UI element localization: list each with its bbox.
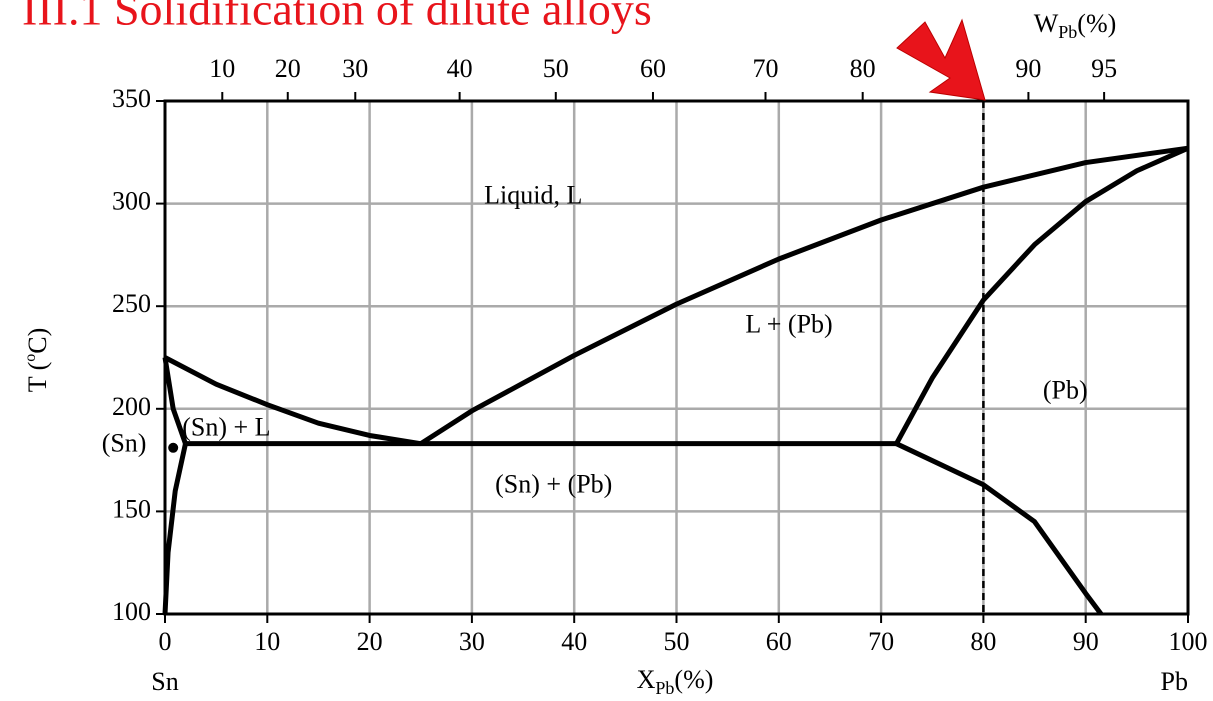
region-label: Liquid, L bbox=[484, 180, 582, 209]
x-tick-label: 50 bbox=[664, 627, 690, 656]
y-tick-label: 300 bbox=[112, 187, 151, 216]
y-tick-label: 250 bbox=[112, 289, 151, 318]
x-tick-label: 100 bbox=[1169, 627, 1208, 656]
region-label: (Sn) + L bbox=[182, 412, 270, 441]
x-tick-label: 90 bbox=[1073, 627, 1099, 656]
chart-title: III.1 Solidification of dilute alloys bbox=[22, 0, 652, 35]
x-tick-label: 70 bbox=[868, 627, 894, 656]
point bbox=[168, 442, 179, 453]
y-tick-label: 200 bbox=[112, 392, 151, 421]
x2-tick-label: 90 bbox=[1015, 54, 1041, 83]
x-end-label: Sn bbox=[151, 667, 178, 696]
y-label-post: C) bbox=[23, 328, 52, 354]
x2-tick-label: 10 bbox=[209, 54, 235, 83]
x-tick-label: 40 bbox=[561, 627, 587, 656]
x-tick-label: 0 bbox=[159, 627, 172, 656]
y-tick-label: 350 bbox=[112, 84, 151, 113]
region-label: (Sn) bbox=[102, 429, 147, 458]
x2-tick-label: 40 bbox=[447, 54, 473, 83]
y-tick-label: 150 bbox=[112, 494, 151, 523]
phase-boundary bbox=[162, 357, 188, 445]
x2-tick-label: 80 bbox=[850, 54, 876, 83]
x-label-main: X bbox=[637, 665, 656, 694]
x-label-unit: (%) bbox=[674, 665, 713, 694]
x-end-label: Pb bbox=[1161, 667, 1188, 696]
x-tick-label: 20 bbox=[357, 627, 383, 656]
x2-tick-label: 95 bbox=[1091, 54, 1117, 83]
y-tick-label: 100 bbox=[112, 597, 151, 626]
x2-tick-label: 70 bbox=[753, 54, 779, 83]
y-label: T (oC) bbox=[22, 328, 52, 393]
region-label: L + (Pb) bbox=[745, 310, 832, 339]
x2-tick-label: 60 bbox=[640, 54, 666, 83]
x2-label-sub: Pb bbox=[1058, 22, 1077, 42]
x2-label: WPb(%) bbox=[1034, 9, 1117, 42]
x2-label-main: W bbox=[1034, 9, 1059, 38]
region-label: (Pb) bbox=[1043, 375, 1088, 404]
phase-boundary bbox=[162, 443, 188, 615]
phase-boundary bbox=[163, 355, 422, 447]
y-label-sup: o bbox=[22, 354, 39, 362]
x-label-sub: Pb bbox=[655, 678, 674, 698]
phase-boundary bbox=[419, 145, 1189, 446]
pointer-arrow bbox=[896, 18, 986, 101]
x-tick-label: 60 bbox=[766, 627, 792, 656]
x2-label-unit: (%) bbox=[1077, 9, 1116, 38]
plot-area: 0 10 20 30 40 50 60 70 80 90 100 100 150 200 250 300 350… bbox=[102, 54, 1208, 696]
x-tick-label: 30 bbox=[459, 627, 485, 656]
region-label: (Sn) + (Pb) bbox=[495, 470, 612, 499]
phase-boundary bbox=[895, 441, 1104, 616]
x2-tick-label: 50 bbox=[543, 54, 569, 83]
y-label-pre: T ( bbox=[23, 362, 52, 393]
x-label: XPb(%) bbox=[637, 665, 714, 698]
phase-boundary bbox=[894, 145, 1190, 445]
x-tick-label: 10 bbox=[254, 627, 280, 656]
x-tick-label: 80 bbox=[970, 627, 996, 656]
x2-tick-label: 20 bbox=[275, 54, 301, 83]
x2-tick-label: 30 bbox=[342, 54, 368, 83]
